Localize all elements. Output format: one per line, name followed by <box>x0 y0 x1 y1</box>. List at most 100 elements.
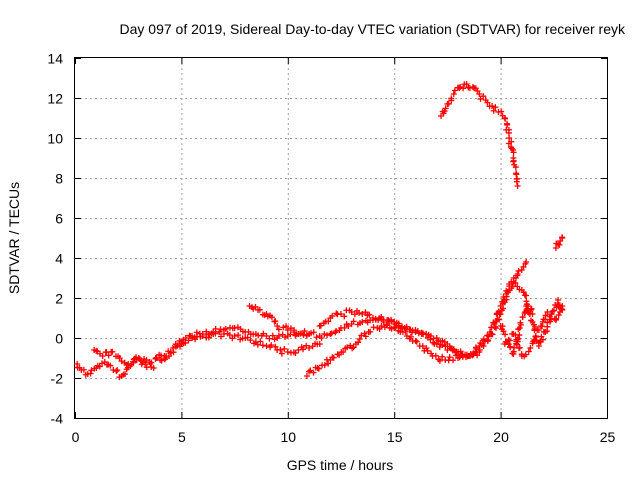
series-track-f <box>316 279 536 359</box>
data-point <box>295 347 302 353</box>
data-point <box>424 347 431 354</box>
data-point <box>511 344 518 351</box>
x-tick-label: 0 <box>72 429 80 445</box>
data-point <box>423 345 430 352</box>
data-point <box>515 267 522 274</box>
data-point <box>488 324 495 331</box>
data-point <box>502 115 509 122</box>
data-point <box>436 357 443 364</box>
data-point <box>329 312 336 319</box>
data-point <box>122 371 129 378</box>
data-point <box>163 353 170 360</box>
data-point <box>231 333 238 339</box>
data-point <box>527 345 534 351</box>
data-point <box>457 84 464 90</box>
data-point <box>378 323 385 329</box>
data-point <box>313 334 320 341</box>
data-point <box>310 369 317 376</box>
data-point <box>105 352 112 359</box>
data-point <box>356 309 363 316</box>
data-point <box>136 355 143 362</box>
data-point <box>328 330 335 337</box>
data-point <box>292 349 299 356</box>
data-point <box>414 328 421 335</box>
data-point <box>456 354 463 361</box>
data-point <box>297 330 304 337</box>
data-point <box>133 357 140 363</box>
data-point <box>205 334 212 341</box>
data-point <box>321 331 328 338</box>
data-point <box>150 365 157 371</box>
series-track-e <box>303 259 530 379</box>
data-point <box>212 330 219 337</box>
data-point <box>523 303 530 309</box>
data-point <box>383 322 390 329</box>
data-point <box>442 105 449 112</box>
data-point <box>355 339 362 346</box>
y-tick-label: 4 <box>55 251 63 267</box>
data-point <box>307 330 314 337</box>
data-point <box>350 344 357 351</box>
data-point <box>441 108 448 115</box>
data-point <box>526 310 533 317</box>
data-point <box>419 343 426 350</box>
data-point <box>432 352 439 359</box>
x-tick-label: 20 <box>493 429 509 445</box>
data-point <box>281 334 288 341</box>
data-point <box>462 351 469 358</box>
data-point <box>549 308 556 315</box>
data-point <box>439 353 446 360</box>
data-point <box>500 328 507 335</box>
data-point <box>538 333 545 340</box>
data-point <box>277 346 284 353</box>
data-point <box>467 352 474 359</box>
series-track-g <box>501 303 566 360</box>
data-point <box>281 345 288 352</box>
data-point <box>324 332 331 339</box>
data-point <box>516 344 523 351</box>
data-point <box>109 348 116 355</box>
data-point <box>491 321 498 328</box>
data-point <box>559 307 566 313</box>
series-track-j <box>552 234 566 251</box>
data-point <box>524 305 531 312</box>
data-point <box>406 326 413 333</box>
data-point <box>362 333 369 340</box>
data-point <box>310 329 317 336</box>
data-point <box>316 341 323 347</box>
data-point <box>287 325 294 332</box>
data-point <box>504 288 511 295</box>
data-points <box>74 81 566 381</box>
data-point <box>555 297 562 303</box>
plot-frame <box>74 57 608 419</box>
data-point <box>351 311 358 318</box>
data-point <box>266 335 273 342</box>
data-point <box>548 316 555 323</box>
data-point <box>189 335 196 341</box>
y-tick-label: 0 <box>55 331 63 347</box>
data-point <box>356 335 363 342</box>
data-point <box>325 318 332 325</box>
data-point <box>457 348 464 355</box>
x-tick-label: 25 <box>600 429 616 445</box>
data-point <box>506 135 513 141</box>
data-point <box>445 100 452 107</box>
data-point <box>378 313 385 320</box>
data-point <box>325 360 332 367</box>
data-point <box>268 342 275 349</box>
data-point <box>490 107 497 114</box>
data-point <box>113 368 120 375</box>
data-point <box>514 183 521 189</box>
data-point <box>419 330 426 337</box>
data-point <box>87 370 94 377</box>
data-point <box>259 342 266 349</box>
data-point <box>287 331 294 338</box>
data-point <box>495 308 502 315</box>
y-tick-label: -4 <box>51 411 64 427</box>
data-point <box>366 311 373 318</box>
data-point <box>514 271 521 277</box>
data-point <box>517 319 524 326</box>
x-axis-label: GPS time / hours <box>287 457 394 473</box>
data-point <box>315 365 322 372</box>
data-point <box>333 327 340 334</box>
